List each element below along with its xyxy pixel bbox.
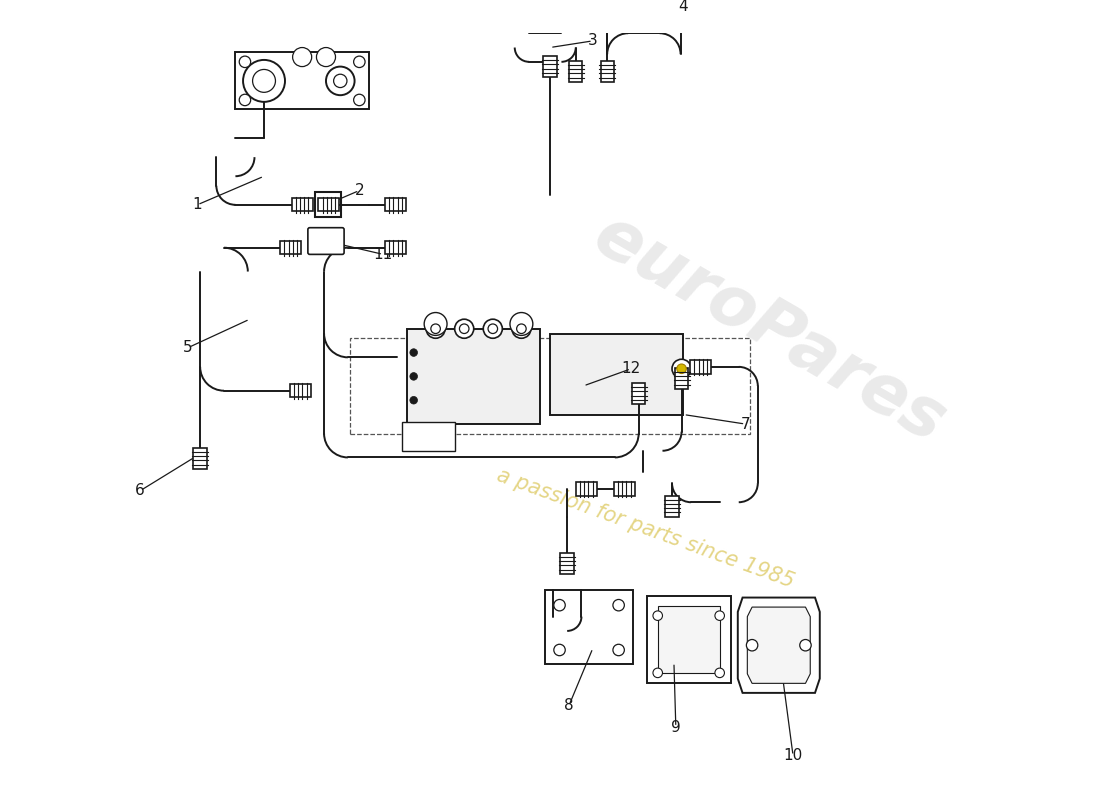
Circle shape — [613, 644, 625, 656]
Bar — [550, 334, 683, 414]
Text: a passion for parts since 1985: a passion for parts since 1985 — [494, 466, 796, 592]
Text: 3: 3 — [588, 34, 597, 48]
Polygon shape — [280, 241, 301, 254]
Polygon shape — [738, 598, 820, 693]
Polygon shape — [194, 448, 207, 469]
Circle shape — [239, 94, 251, 106]
Circle shape — [672, 359, 691, 378]
Circle shape — [613, 599, 625, 611]
Polygon shape — [666, 495, 679, 517]
Bar — [647, 596, 732, 683]
Bar — [403, 422, 454, 450]
Circle shape — [410, 397, 418, 404]
Polygon shape — [601, 61, 614, 82]
Circle shape — [553, 644, 565, 656]
Circle shape — [510, 313, 532, 335]
Text: 7: 7 — [740, 417, 750, 431]
Bar — [407, 329, 540, 424]
Polygon shape — [318, 198, 339, 211]
Circle shape — [800, 639, 811, 651]
Circle shape — [243, 60, 285, 102]
Circle shape — [715, 611, 725, 621]
Circle shape — [454, 319, 474, 338]
Text: 1: 1 — [192, 198, 202, 212]
Polygon shape — [385, 198, 406, 211]
Text: 11: 11 — [374, 247, 393, 262]
Circle shape — [653, 611, 662, 621]
Circle shape — [239, 56, 251, 67]
Text: euroPares: euroPares — [582, 201, 957, 457]
Polygon shape — [292, 198, 312, 211]
Bar — [350, 338, 750, 434]
Polygon shape — [575, 482, 596, 495]
Bar — [546, 590, 632, 664]
Text: 5: 5 — [183, 340, 192, 355]
Circle shape — [715, 668, 725, 678]
Circle shape — [253, 70, 275, 92]
Circle shape — [410, 373, 418, 380]
Polygon shape — [632, 383, 646, 404]
Text: 12: 12 — [621, 362, 640, 376]
Circle shape — [653, 668, 662, 678]
Text: 9: 9 — [671, 720, 681, 734]
Circle shape — [517, 324, 526, 334]
Polygon shape — [747, 607, 811, 683]
Polygon shape — [289, 384, 310, 398]
Text: 2: 2 — [354, 183, 364, 198]
Circle shape — [353, 94, 365, 106]
Circle shape — [317, 47, 336, 66]
Circle shape — [512, 319, 531, 338]
Circle shape — [425, 313, 447, 335]
FancyBboxPatch shape — [308, 228, 344, 254]
Circle shape — [293, 47, 311, 66]
Circle shape — [431, 324, 440, 334]
Circle shape — [426, 319, 446, 338]
Polygon shape — [543, 56, 557, 77]
Circle shape — [676, 364, 686, 374]
Polygon shape — [614, 482, 635, 495]
Circle shape — [553, 599, 565, 611]
Bar — [235, 52, 368, 110]
Circle shape — [410, 349, 418, 356]
Polygon shape — [675, 368, 689, 389]
Bar — [658, 606, 719, 673]
Circle shape — [488, 324, 497, 334]
Text: 8: 8 — [564, 698, 574, 713]
Text: 10: 10 — [783, 748, 803, 763]
Circle shape — [353, 56, 365, 67]
Text: 6: 6 — [135, 483, 145, 498]
Circle shape — [326, 66, 354, 95]
Polygon shape — [569, 61, 582, 82]
Circle shape — [747, 639, 758, 651]
Bar — [316, 193, 341, 218]
Circle shape — [483, 319, 503, 338]
Polygon shape — [690, 360, 711, 374]
Circle shape — [460, 324, 469, 334]
Circle shape — [333, 74, 346, 87]
Polygon shape — [561, 553, 574, 574]
Text: 4: 4 — [679, 0, 689, 14]
Polygon shape — [385, 241, 406, 254]
